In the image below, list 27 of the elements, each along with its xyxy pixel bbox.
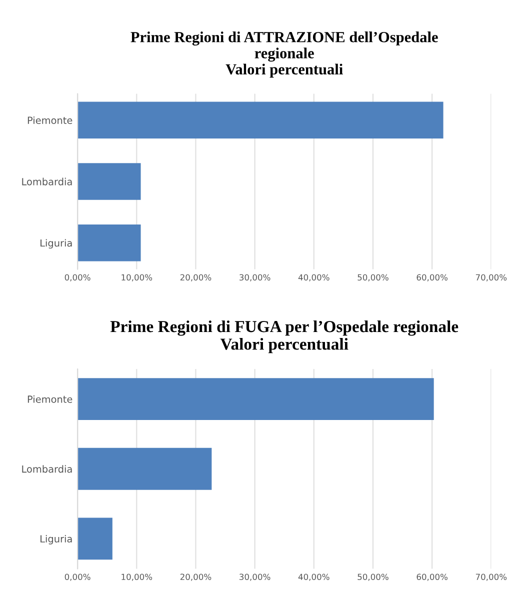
bar [78,378,434,420]
y-tick-label: Piemonte [28,116,72,124]
x-tick-label: 40,00% [298,274,330,282]
x-tick-label: 10,00% [122,574,152,581]
x-tick-label: 70,00% [476,574,507,581]
x-tick-label: 40,00% [298,574,330,581]
bar [78,518,112,560]
x-tick-label: 50,00% [358,574,388,581]
x-tick-label: 20,00% [180,574,212,581]
x-tick-label: 50,00% [358,274,388,282]
chart-title: Prime Regioni di ATTRAZIONE dell’Ospedale regionale Valori percentuali [130,32,438,78]
x-tick-label: 10,00% [122,274,152,282]
chart-title: Prime Regioni di FUGA per l’Ospedale regionale Valori percentuali [110,320,458,354]
x-tick-label: 30,00% [240,574,270,581]
x-tick-label: 0,00% [64,274,90,282]
y-tick-label: Piemonte [28,395,72,403]
y-tick-label: Lombardia [22,465,72,473]
x-tick-label: 30,00% [240,274,270,282]
x-tick-label: 60,00% [416,574,448,581]
x-tick-label: 0,00% [64,574,90,581]
y-tick-label: Lombardia [22,178,72,186]
x-tick-label: 70,00% [476,274,507,282]
bar [78,448,212,490]
x-tick-label: 60,00% [416,274,448,282]
x-tick-label: 20,00% [180,274,212,282]
y-tick-label: Liguria [40,534,72,544]
y-tick-label: Liguria [40,239,72,249]
